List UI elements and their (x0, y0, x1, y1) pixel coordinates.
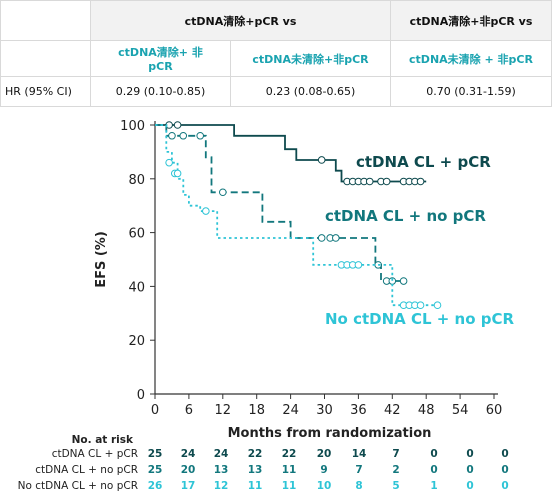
subheader-nocl-nopcr-1: ctDNA未清除+非pCR (230, 40, 391, 77)
censor-mark-series-3 (354, 261, 363, 269)
hr-value-2: 0.23 (0.08-0.65) (230, 76, 391, 107)
risk-value: 24 (214, 448, 229, 460)
risk-value: 0 (501, 448, 508, 460)
risk-value: 14 (352, 448, 367, 460)
risk-value: 8 (355, 480, 362, 492)
risk-value: 26 (148, 480, 163, 492)
series-line-2 (155, 124, 404, 282)
risk-value: 0 (466, 480, 473, 492)
risk-value: 25 (148, 464, 163, 476)
risk-value: 2 (392, 464, 399, 476)
censor-mark-series-3 (416, 301, 425, 310)
risk-value: 0 (501, 464, 508, 476)
censor-mark-series-3 (433, 301, 442, 310)
risk-value: 0 (466, 464, 473, 476)
x-tick-label: 42 (384, 403, 401, 418)
series-annotation-3: No ctDNA CL + no pCR (325, 310, 515, 328)
risk-row-label: ctDNA CL + pCR (52, 448, 138, 460)
risk-value: 20 (317, 448, 332, 460)
risk-value: 17 (181, 480, 196, 492)
censor-mark-series-1 (416, 177, 425, 186)
x-tick-label: 12 (215, 403, 232, 418)
table-blank-cell (0, 40, 91, 77)
y-tick-label: 80 (128, 173, 145, 188)
censor-mark-series-1 (317, 156, 326, 164)
risk-value: 22 (248, 448, 263, 460)
x-tick-label: 48 (418, 403, 435, 418)
risk-value: 20 (181, 464, 196, 476)
y-tick-label: 60 (128, 227, 145, 242)
risk-value: 11 (248, 480, 263, 492)
subheader-nocl-nopcr-2: ctDNA未清除 + 非pCR (390, 40, 552, 77)
censor-mark-series-1 (173, 121, 182, 129)
risk-value: 0 (466, 448, 473, 460)
censor-mark-series-2 (179, 131, 188, 140)
censor-mark-series-2 (399, 277, 408, 285)
y-tick-label: 0 (137, 388, 145, 403)
censor-mark-series-2 (196, 131, 204, 140)
censor-mark-series-1 (365, 177, 374, 186)
risk-value: 12 (214, 480, 229, 492)
censor-mark-series-1 (382, 177, 391, 186)
series-line-3 (155, 124, 438, 307)
x-tick-label: 60 (486, 403, 503, 418)
risk-row-label: No ctDNA CL + no pCR (18, 480, 138, 492)
x-tick-label: 30 (316, 403, 333, 418)
risk-value: 5 (392, 480, 399, 492)
risk-value: 13 (248, 464, 263, 476)
y-tick-label: 20 (128, 334, 145, 349)
x-tick-label: 0 (151, 403, 159, 418)
group1-header: ctDNA清除+pCR vs (90, 0, 391, 41)
hr-table: ctDNA清除+pCR vs ctDNA清除+非pCR vs ctDNA清除+ … (0, 0, 552, 107)
risk-value: 0 (501, 480, 508, 492)
risk-value: 22 (282, 448, 297, 460)
hr-row-label: HR (95% CI) (0, 76, 91, 107)
series-annotation-2: ctDNA CL + no pCR (325, 207, 486, 225)
risk-value: 0 (430, 464, 437, 476)
risk-value: 9 (320, 464, 327, 476)
hr-value-1: 0.29 (0.10-0.85) (90, 76, 231, 107)
hr-value-3: 0.70 (0.31-1.59) (390, 76, 552, 107)
censor-mark-series-2 (219, 188, 227, 197)
x-tick-label: 24 (282, 403, 299, 418)
subheader-cl-nopcr: ctDNA清除+ 非 pCR (90, 40, 231, 77)
x-axis-label: Months from randomization (228, 426, 432, 441)
risk-value: 11 (282, 464, 297, 476)
risk-value: 1 (430, 480, 437, 492)
censor-mark-series-2 (317, 234, 326, 242)
censor-mark-series-2 (168, 131, 176, 140)
censor-mark-series-3 (165, 158, 173, 167)
series-line-1 (155, 124, 427, 183)
series-annotation-1: ctDNA CL + pCR (356, 153, 491, 171)
y-tick-label: 100 (120, 119, 145, 134)
x-tick-label: 18 (248, 403, 265, 418)
risk-row-label: ctDNA CL + no pCR (35, 464, 138, 476)
risk-value: 10 (317, 480, 332, 492)
risk-value: 25 (148, 448, 163, 460)
y-tick-label: 40 (128, 280, 145, 295)
censor-mark-series-2 (332, 234, 340, 242)
x-tick-label: 54 (452, 403, 469, 418)
risk-value: 0 (430, 448, 437, 460)
censor-mark-series-3 (202, 207, 210, 215)
risk-value: 24 (181, 448, 196, 460)
risk-table-header: No. at risk (72, 434, 134, 446)
risk-value: 7 (392, 448, 399, 460)
table-corner (0, 0, 91, 41)
group2-header: ctDNA清除+非pCR vs (390, 0, 552, 41)
risk-value: 11 (282, 480, 297, 492)
y-axis-label: EFS (%) (94, 231, 109, 288)
x-tick-label: 36 (350, 403, 367, 418)
x-tick-label: 6 (185, 403, 193, 418)
censor-mark-series-3 (173, 169, 182, 178)
risk-value: 13 (214, 464, 229, 476)
risk-value: 7 (355, 464, 362, 476)
